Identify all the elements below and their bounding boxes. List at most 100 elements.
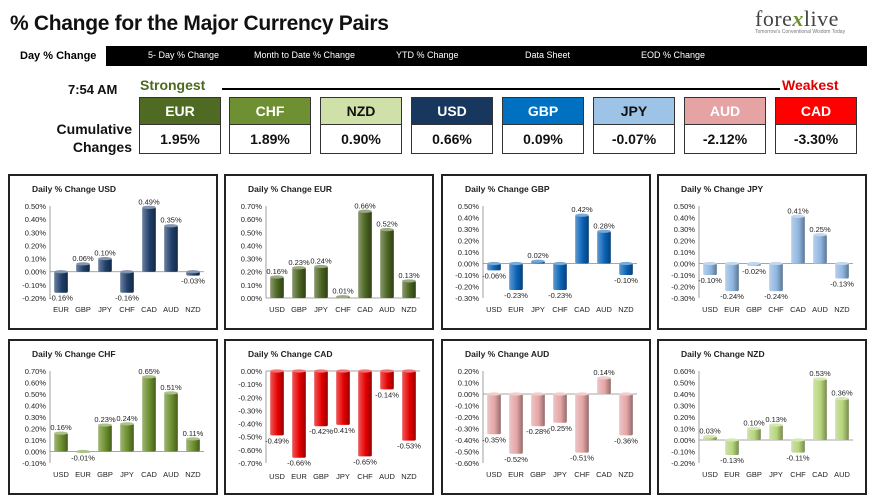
logo-prefix: fore [755,6,793,31]
data-label: 0.06% [72,254,94,263]
y-tick-label: 0.00% [241,294,263,303]
chart-title: Daily % Change CHF [32,349,116,359]
bar-eur [725,440,739,455]
y-tick-label: 0.10% [458,248,480,257]
y-tick-label: 0.10% [25,436,47,445]
data-label: -0.28% [526,427,550,436]
y-tick-label: 0.50% [674,379,696,388]
x-tick-label: AUD [379,305,395,314]
currency-code: EUR [139,97,221,125]
x-tick-label: EUR [724,470,740,479]
y-tick-label: -0.30% [455,425,479,434]
bar-cap-eur [725,438,739,442]
x-tick-label: GBP [530,470,546,479]
bar-cap-usd [487,392,501,396]
bar-cad [597,377,611,394]
data-label: -0.13% [830,279,854,288]
tab-bar: Day % Change 5- Day % Change Month to Da… [10,46,867,66]
x-tick-label: EUR [508,305,524,314]
tab-month-to-date-change[interactable]: Month to Date % Change [254,50,356,60]
bar-nzd [835,263,849,279]
y-tick-label: 0.10% [25,255,47,264]
currency-code: CHF [229,97,311,125]
chart-title: Daily % Change GBP [465,184,550,194]
bar-cap-chf [358,369,372,373]
chart-svg: Daily % Change CHF 0.70% 0.60% 0.50% 0.40% 0.… [22,349,204,479]
x-tick-label: GBP [746,470,762,479]
x-tick-label: USD [486,305,502,314]
tab-day-change[interactable]: Day % Change [10,46,107,66]
bar-cap-gbp [76,262,90,266]
bar-cap-eur [292,369,306,373]
y-tick-label: 0.30% [674,225,696,234]
data-label: -0.11% [786,454,810,463]
x-tick-label: JPY [553,470,567,479]
data-label: -0.36% [614,436,638,445]
y-tick-label: 0.50% [25,202,47,211]
data-label: -0.51% [570,454,594,463]
y-tick-label: -0.20% [455,413,479,422]
bar-cap-cad [597,376,611,380]
y-tick-label: -0.10% [671,448,695,457]
bar-cap-jpy [98,256,112,261]
y-tick-label: 0.20% [674,237,696,246]
bar-aud [164,225,178,272]
weakest-label: Weakest [782,77,839,93]
y-tick-label: -0.10% [455,271,479,280]
currency-box-jpy: JPY -0.07% [593,97,675,154]
bar-cap-eur [509,392,523,396]
forexlive-logo[interactable]: forexlive Tomorrow's Conventional Wisdom… [755,6,865,40]
bar-cap-cad [813,377,827,381]
x-tick-label: CAD [596,470,612,479]
x-tick-label: USD [486,470,502,479]
chart-title: Daily % Change JPY [681,184,764,194]
x-tick-label: AUD [163,305,179,314]
x-tick-label: EUR [53,305,69,314]
bar-nzd [402,280,416,298]
bar-gbp [98,425,112,452]
x-tick-label: NZD [401,472,417,481]
currency-cumulative-change: 0.09% [502,125,584,154]
currency-cumulative-change: 0.90% [320,125,402,154]
bar-cap-nzd [402,369,416,373]
bar-jpy [120,423,134,452]
y-tick-label: -0.20% [671,459,695,468]
tab-data-sheet[interactable]: Data Sheet [525,50,571,60]
x-tick-label: EUR [75,470,91,479]
data-label: -0.13% [720,456,744,465]
x-tick-label: GBP [313,472,329,481]
x-tick-label: AUD [834,470,850,479]
data-label: 0.24% [116,414,138,423]
bar-cad [142,207,156,272]
data-label: 0.14% [593,368,615,377]
tab-eod-change[interactable]: EOD % Change [641,50,706,60]
bar-chf [358,371,372,457]
data-label: 0.16% [266,267,288,276]
tab-ytd-change[interactable]: YTD % Change [396,50,459,60]
x-tick-label: NZD [401,305,417,314]
data-label: 0.65% [138,367,160,376]
y-tick-label: -0.10% [22,459,46,468]
bar-cad [575,215,589,264]
tab-5-day-change[interactable]: 5- Day % Change [148,50,220,60]
y-tick-label: -0.50% [455,448,479,457]
bar-cap-nzd [186,270,200,274]
chart-svg: Daily % Change EUR 0.70% 0.60% 0.50% 0.40% 0.… [241,184,420,314]
data-label: -0.10% [698,276,722,285]
bar-cap-usd [270,275,284,279]
bar-cap-eur [76,449,90,454]
data-label: 0.35% [160,216,182,225]
chart-panel-nzd: Daily % Change NZD 0.60% 0.50% 0.40% 0.30% 0.… [657,339,867,495]
data-label: -0.49% [265,436,289,445]
bar-cap-nzd [619,392,633,396]
chart-panel-cad: Daily % Change CAD 0.00% -0.10% -0.20% -0.30… [224,339,434,495]
bar-cap-jpy [336,369,350,373]
bar-cap-aud [380,369,394,373]
bar-cap-gbp [314,369,328,373]
y-tick-label: -0.10% [455,402,479,411]
bar-cap-aud [164,224,178,228]
chart-panel-aud: Daily % Change AUD 0.20% 0.10% 0.00% -0.10% -… [441,339,651,495]
currency-code: JPY [593,97,675,125]
bar-cap-usd [54,431,68,435]
chart-title: Daily % Change USD [32,184,116,194]
